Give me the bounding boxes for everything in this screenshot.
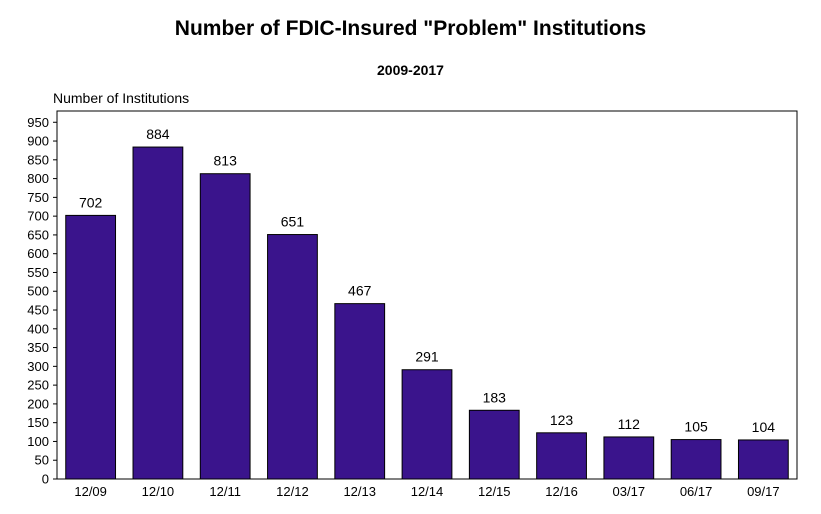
y-tick-label: 600	[27, 246, 49, 261]
y-axis-ticks: 0 50 100 150 200 250 300 350 400 450 500 550 600 650 7…	[27, 115, 57, 487]
bar-value-label: 105	[684, 419, 708, 435]
bar-value-label: 123	[550, 412, 574, 428]
y-tick-label: 200	[27, 396, 49, 411]
x-tick-label: 12/12	[276, 484, 309, 499]
x-tick-label: 12/11	[209, 484, 241, 499]
x-axis-ticks: 12/09 12/10 12/11 12/12 12/13 12/14 12/15 12/16…	[74, 484, 779, 499]
x-tick-label: 09/17	[747, 484, 780, 499]
bar	[603, 436, 655, 480]
y-tick-label: 500	[27, 284, 49, 299]
y-axis-label: Number of Institutions	[53, 90, 190, 106]
plot-frame	[56, 110, 798, 480]
bar	[267, 234, 318, 480]
y-tick-label: 550	[27, 265, 49, 280]
chart-title: Number of FDIC-Insured "Problem" Institu…	[174, 17, 647, 40]
bar	[132, 146, 184, 480]
bar-value-label: 291	[415, 349, 439, 365]
bar	[65, 214, 117, 480]
y-tick-label: 450	[27, 303, 49, 318]
x-tick-label: 12/16	[545, 484, 578, 499]
bar-value-label: 467	[348, 283, 372, 299]
y-tick-label: 0	[42, 472, 49, 487]
bar	[670, 439, 722, 480]
y-tick-label: 800	[27, 171, 49, 186]
y-tick-label: 650	[27, 227, 49, 242]
y-tick-label: 100	[27, 434, 49, 449]
bar-value-label: 112	[618, 416, 641, 432]
y-tick-label: 300	[27, 359, 49, 374]
x-tick-label: 12/14	[411, 484, 444, 499]
y-tick-label: 750	[27, 190, 49, 205]
x-tick-label: 12/15	[478, 484, 511, 499]
x-tick-label: 12/10	[142, 484, 175, 499]
bar-value-label: 104	[752, 419, 776, 435]
bar	[401, 369, 453, 480]
bar-value-label: 183	[483, 389, 507, 405]
y-tick-label: 250	[27, 378, 49, 393]
bar	[737, 439, 789, 480]
bar	[536, 432, 587, 480]
bar-value-label: 813	[214, 153, 238, 169]
bars: 702 884 813 651 467 291 183 123 112 105 104	[65, 126, 789, 480]
bar	[199, 173, 251, 480]
x-tick-label: 12/09	[74, 484, 107, 499]
bar-value-label: 884	[146, 126, 170, 142]
x-tick-label: 12/13	[343, 484, 376, 499]
y-tick-label: 950	[27, 115, 49, 130]
y-tick-label: 700	[27, 209, 49, 224]
y-tick-label: 150	[27, 415, 49, 430]
bar-value-label: 651	[281, 214, 305, 230]
chart-subtitle: 2009-2017	[377, 62, 444, 78]
y-tick-label: 850	[27, 152, 49, 167]
bar	[468, 409, 520, 480]
y-tick-label: 350	[27, 340, 49, 355]
bar-value-label: 702	[79, 194, 103, 210]
x-tick-label: 03/17	[613, 484, 646, 499]
bar	[334, 303, 386, 480]
x-tick-label: 06/17	[680, 484, 713, 499]
y-tick-label: 50	[35, 453, 49, 468]
y-tick-label: 400	[27, 321, 49, 336]
y-tick-label: 900	[27, 134, 49, 149]
